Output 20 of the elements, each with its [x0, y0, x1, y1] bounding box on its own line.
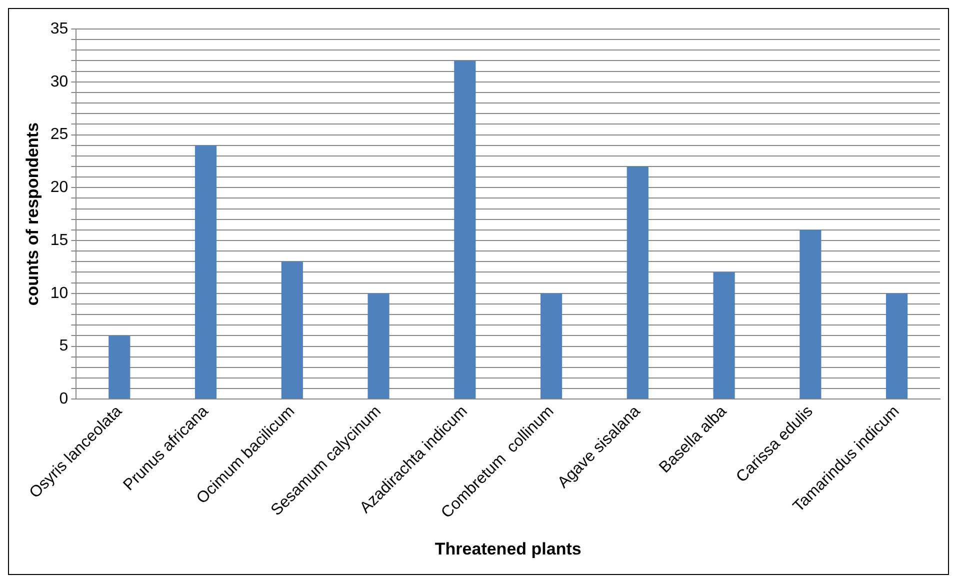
bar	[800, 230, 822, 399]
bar	[281, 262, 303, 399]
y-tick-label: 5	[59, 338, 68, 355]
bar	[886, 293, 908, 399]
y-tick-label: 15	[50, 232, 68, 249]
x-axis-title: Threatened plants	[434, 539, 582, 558]
bar	[713, 272, 735, 399]
bar	[108, 336, 130, 399]
bar	[194, 145, 217, 399]
y-tick-label: 30	[50, 73, 68, 90]
bar	[368, 293, 390, 399]
y-tick-label: 25	[50, 126, 68, 144]
y-axis-title: counts of respondents	[22, 122, 42, 306]
bar	[540, 293, 562, 399]
y-tick-label: 10	[50, 284, 68, 302]
y-tick-label: 20	[50, 179, 68, 196]
y-tick-label: 0	[59, 390, 68, 408]
bar	[626, 166, 648, 399]
y-tick-label: 35	[50, 20, 68, 38]
bar	[454, 60, 476, 399]
